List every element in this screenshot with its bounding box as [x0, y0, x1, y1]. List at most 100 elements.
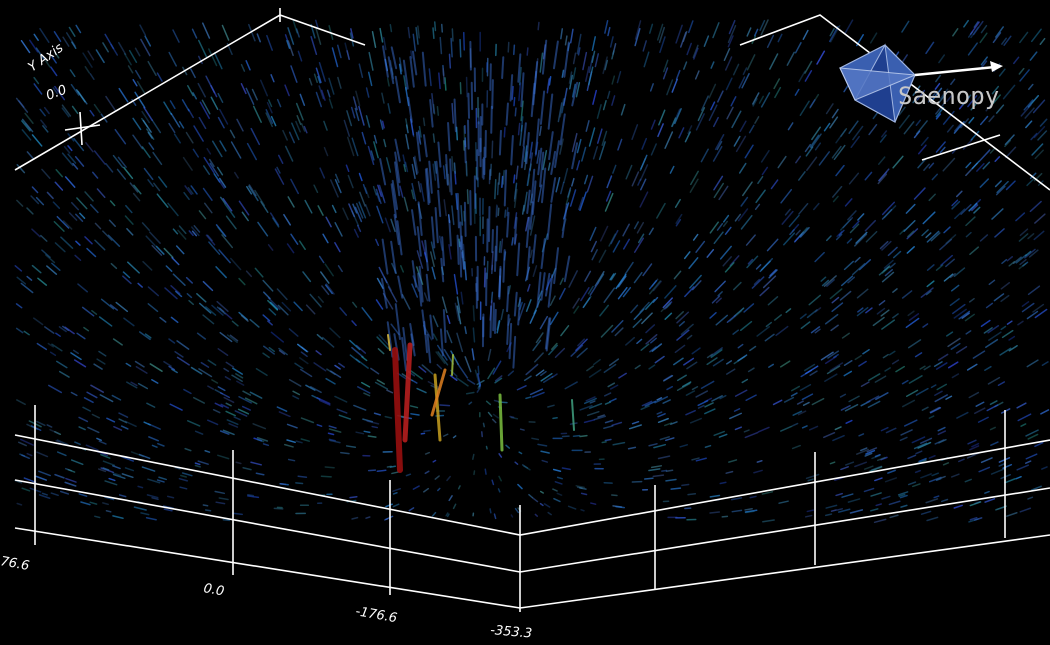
vector-arrow [592, 146, 599, 160]
vector-arrow [1034, 213, 1046, 224]
vector-arrow [984, 490, 990, 494]
vector-arrow [534, 352, 544, 363]
vector-arrow [844, 198, 853, 207]
vector-arrow [1040, 409, 1050, 415]
vector-arrow [417, 25, 420, 39]
vector-arrow [842, 217, 854, 229]
vector-arrow [445, 512, 449, 517]
vector-arrow [142, 260, 153, 271]
vector-arrow [141, 146, 151, 159]
vector-arrow [704, 444, 712, 449]
vector-arrow [884, 367, 891, 372]
vector-arrow [194, 462, 201, 466]
vector-arrow [518, 66, 522, 86]
vector-arrow [37, 277, 48, 286]
vector-arrow [906, 228, 919, 240]
vector-arrow [527, 283, 531, 292]
vector-arrow [937, 426, 946, 432]
vector-arrow [609, 273, 615, 281]
vector-arrow [364, 204, 371, 217]
vector-arrow [457, 363, 469, 379]
vector-arrow [400, 265, 405, 273]
vector-arrow [700, 148, 709, 163]
vector-arrow [104, 33, 115, 50]
vector-arrow [424, 239, 429, 272]
vector-arrow [362, 418, 374, 423]
vector-arrow [553, 247, 560, 285]
vector-arrow [537, 184, 543, 203]
vector-arrow [266, 34, 273, 51]
vector-arrow [640, 405, 650, 411]
vector-arrow [604, 20, 609, 34]
vector-arrow [593, 358, 601, 366]
vector-arrow [315, 28, 322, 45]
vector-arrow [317, 205, 324, 216]
vector-arrow [299, 368, 313, 378]
vector-arrow [726, 314, 737, 323]
vector-arrow [844, 403, 859, 412]
vector-arrow [340, 451, 350, 455]
vector-arrow [775, 325, 789, 337]
vector-arrow [320, 271, 330, 284]
vector-arrow [686, 361, 698, 370]
vector-arrow [587, 410, 600, 417]
vector-arrow [558, 287, 566, 300]
vector-arrow [513, 216, 518, 245]
vector-arrow [965, 161, 972, 169]
vector-arrow [519, 428, 525, 431]
vector-arrow [732, 63, 740, 76]
vector-arrow [350, 106, 356, 119]
vector-arrow [349, 32, 355, 47]
vector-arrow [472, 453, 475, 460]
vector-arrow [506, 211, 510, 238]
vector-arrow [18, 100, 25, 108]
vector-arrow [663, 374, 673, 381]
vector-arrow [386, 465, 392, 468]
vector-arrow [378, 334, 390, 346]
vector-arrow [31, 134, 43, 147]
vector-arrow [529, 309, 537, 324]
vector-arrow [430, 241, 436, 260]
vector-arrow [142, 119, 152, 133]
vector-arrow [713, 231, 724, 245]
vector-arrow [878, 168, 890, 182]
vector-arrow [432, 133, 436, 143]
vector-arrow [352, 203, 358, 214]
vector-arrow [839, 393, 847, 398]
vector-arrow [969, 246, 980, 256]
vector-arrow [36, 420, 46, 427]
vector-arrow [576, 347, 588, 358]
vector-arrow [531, 437, 540, 441]
vector-arrow [546, 203, 553, 241]
vector-arrow [329, 327, 341, 339]
vector-arrow [669, 165, 675, 174]
vector-arrow [971, 204, 979, 212]
vector-arrow [54, 181, 64, 191]
vector-arrow [117, 156, 127, 168]
vector-arrow [427, 381, 441, 389]
vector-arrow [459, 221, 463, 250]
vector-arrow [327, 432, 335, 436]
vector-arrow [580, 509, 585, 512]
vector-arrow [125, 204, 133, 214]
vector-arrow [854, 461, 867, 468]
vector-arrow [931, 173, 938, 181]
vector-arrow [172, 29, 180, 43]
vector-arrow [430, 251, 435, 268]
vector-arrow [716, 222, 724, 231]
vector-arrow [978, 466, 991, 473]
vector-arrow [476, 388, 481, 393]
vector-arrow [753, 469, 763, 474]
vector-arrow [935, 106, 945, 118]
vector-arrow [141, 222, 151, 231]
vector-arrow [686, 334, 693, 340]
vector-arrow [409, 56, 415, 88]
vector-arrow [511, 237, 514, 246]
vector-arrow [91, 309, 98, 315]
vector-arrow [1004, 478, 1016, 484]
vector-arrow [381, 238, 389, 275]
vector-arrow [49, 428, 60, 435]
vector-arrow [26, 151, 35, 161]
vector-arrow [728, 19, 736, 35]
vector-arrow [903, 419, 918, 427]
